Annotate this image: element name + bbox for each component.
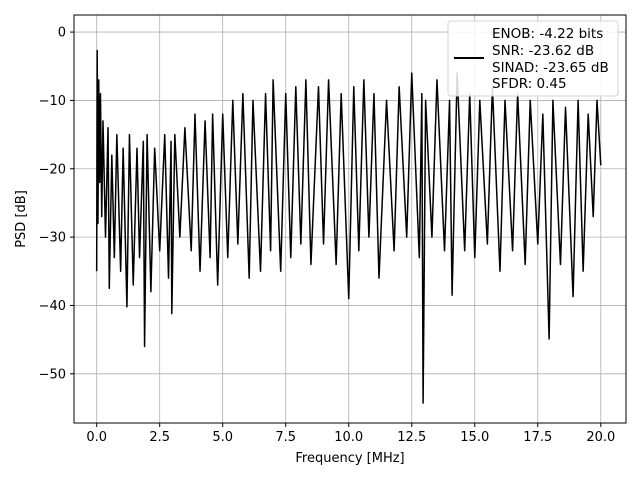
y-axis-label: PSD [dB] <box>14 190 29 248</box>
x-tick-label: 17.5 <box>523 430 552 445</box>
legend-text-sinad: SINAD: -23.65 dB <box>492 60 609 76</box>
x-axis-label: Frequency [MHz] <box>295 451 404 466</box>
y-tick-label: −20 <box>39 162 66 177</box>
legend-box <box>447 20 619 97</box>
y-tick-label: −30 <box>39 231 66 246</box>
axes-frame <box>73 14 627 424</box>
y-tick-label: −10 <box>39 94 66 109</box>
psd-series-line <box>95 49 602 404</box>
legend: ENOB: -4.22 bits SNR: -23.62 dB SINAD: -… <box>447 20 619 97</box>
plot-area <box>95 49 602 404</box>
x-tick-label: 0.0 <box>86 430 107 445</box>
x-tick-label: 7.5 <box>275 430 296 445</box>
y-tick-label: −40 <box>39 299 66 314</box>
y-tick-label: −50 <box>39 367 66 382</box>
legend-text-snr: SNR: -23.62 dB <box>492 43 594 59</box>
x-tick-label: 12.5 <box>397 430 426 445</box>
legend-text-sfdr: SFDR: 0.45 <box>492 76 567 92</box>
x-tick-label: 10.0 <box>334 430 363 445</box>
legend-text-enob: ENOB: -4.22 bits <box>492 26 603 42</box>
x-tick-label: 15.0 <box>460 430 489 445</box>
x-tick-label: 5.0 <box>212 430 233 445</box>
ticks: 0.0 2.5 5.0 7.5 10.0 12.5 15.0 17.5 20.0 0 −10 −20 −… <box>39 26 616 445</box>
y-tick-label: 0 <box>58 26 66 41</box>
x-tick-label: 20.0 <box>586 430 615 445</box>
x-tick-label: 2.5 <box>149 430 170 445</box>
